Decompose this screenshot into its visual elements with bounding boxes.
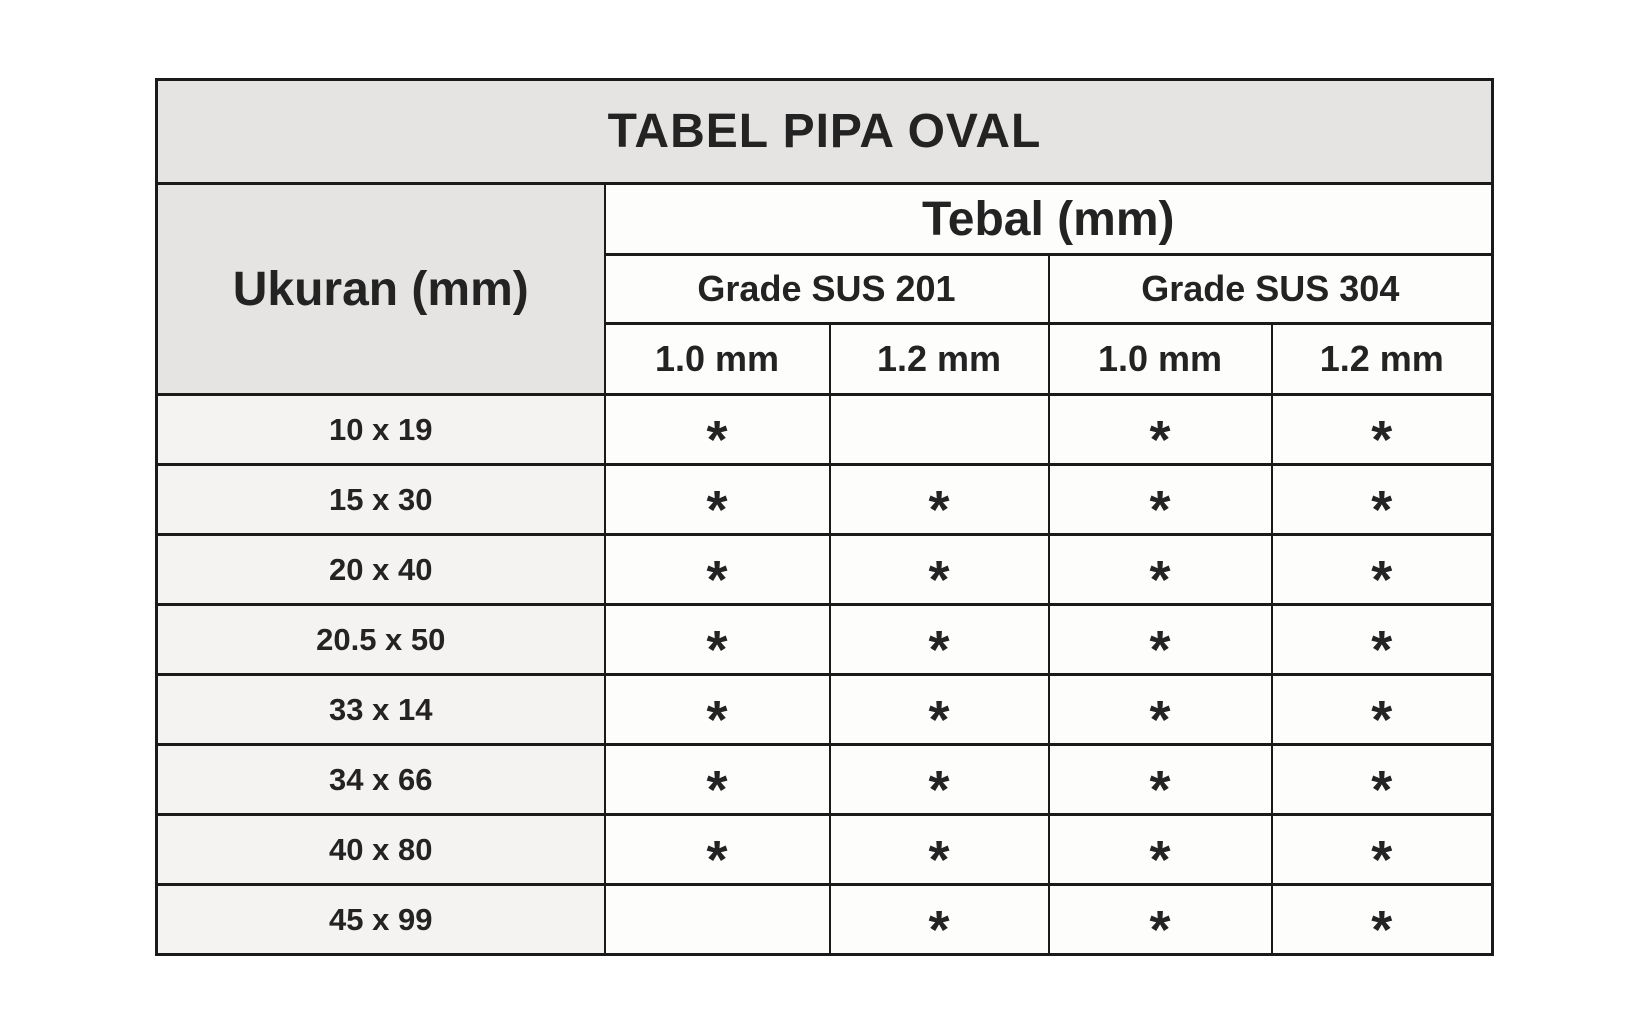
size-cell: 15 x 30 — [155, 463, 606, 536]
asterisk-mark: * — [928, 759, 950, 815]
mark-cell: * — [828, 533, 1050, 606]
asterisk-mark: * — [1371, 829, 1393, 885]
table-row: 10 x 19 * * * — [155, 393, 1494, 466]
table-row: 34 x 66 * * * * — [155, 743, 1494, 816]
mark-cell: * — [1270, 533, 1494, 606]
asterisk-mark: * — [928, 899, 950, 955]
mark-cell: * — [603, 743, 831, 816]
table-row: 45 x 99 * * * — [155, 883, 1494, 956]
mark-cell: * — [1270, 673, 1494, 746]
mark-cell: * — [1047, 673, 1273, 746]
col-group-header-tebal: Tebal (mm) — [603, 182, 1494, 256]
mark-cell: * — [1270, 603, 1494, 676]
mark-cell: * — [1047, 603, 1273, 676]
asterisk-mark: * — [1371, 479, 1393, 535]
mark-cell: * — [603, 533, 831, 606]
asterisk-mark: * — [1371, 619, 1393, 675]
mark-cell: * — [1270, 743, 1494, 816]
mark-cell: * — [603, 603, 831, 676]
asterisk-mark: * — [928, 689, 950, 745]
asterisk-mark: * — [706, 759, 728, 815]
mark-cell: * — [828, 883, 1050, 956]
mark-cell: * — [1047, 883, 1273, 956]
asterisk-mark: * — [706, 829, 728, 885]
title-row: TABEL PIPA OVAL — [155, 78, 1494, 185]
asterisk-mark: * — [706, 549, 728, 605]
mark-cell: * — [603, 393, 831, 466]
asterisk-mark: * — [1149, 479, 1171, 535]
mark-cell: * — [1047, 533, 1273, 606]
size-cell: 33 x 14 — [155, 673, 606, 746]
header-row-grades: Grade SUS 201 Grade SUS 304 — [157, 253, 1494, 325]
mark-cell: * — [603, 673, 831, 746]
asterisk-mark: * — [1371, 759, 1393, 815]
mark-cell: * — [828, 603, 1050, 676]
mark-cell — [828, 393, 1050, 466]
asterisk-mark: * — [1149, 549, 1171, 605]
asterisk-mark: * — [706, 689, 728, 745]
asterisk-mark: * — [1149, 409, 1171, 465]
mark-cell: * — [1270, 393, 1494, 466]
asterisk-mark: * — [706, 409, 728, 465]
size-cell: 20 x 40 — [155, 533, 606, 606]
asterisk-mark: * — [928, 549, 950, 605]
asterisk-mark: * — [1149, 829, 1171, 885]
mark-cell: * — [828, 813, 1050, 886]
asterisk-mark: * — [1149, 759, 1171, 815]
asterisk-mark: * — [1149, 689, 1171, 745]
mark-cell: * — [828, 673, 1050, 746]
mark-cell: * — [603, 463, 831, 536]
asterisk-mark: * — [1149, 899, 1171, 955]
asterisk-mark: * — [1371, 549, 1393, 605]
table-row: 15 x 30 * * * * — [155, 463, 1494, 536]
size-cell: 34 x 66 — [155, 743, 606, 816]
mark-cell: * — [1047, 743, 1273, 816]
asterisk-mark: * — [1371, 689, 1393, 745]
thickness-header-sus304-12: 1.2 mm — [1270, 322, 1494, 396]
mark-cell: * — [1270, 463, 1494, 536]
thickness-header-sus201-12: 1.2 mm — [828, 322, 1050, 396]
mark-cell: * — [603, 813, 831, 886]
asterisk-mark: * — [1371, 409, 1393, 465]
asterisk-mark: * — [706, 479, 728, 535]
asterisk-mark: * — [928, 479, 950, 535]
grade-header-sus-201: Grade SUS 201 — [603, 253, 1050, 325]
mark-cell: * — [1047, 393, 1273, 466]
mark-cell: * — [1270, 813, 1494, 886]
header-row-tebal: Ukuran (mm) Tebal (mm) — [155, 182, 1494, 396]
grade-header-sus-304: Grade SUS 304 — [1047, 253, 1494, 325]
row-header-ukuran: Ukuran (mm) — [155, 182, 606, 396]
size-cell: 45 x 99 — [155, 883, 606, 956]
asterisk-mark: * — [928, 829, 950, 885]
mark-cell — [603, 883, 831, 956]
mark-cell: * — [1270, 883, 1494, 956]
header-row-thickness: 1.0 mm 1.2 mm 1.0 mm 1.2 mm — [157, 322, 1494, 396]
asterisk-mark: * — [1371, 899, 1393, 955]
mark-cell: * — [1047, 463, 1273, 536]
table-title: TABEL PIPA OVAL — [155, 78, 1494, 185]
size-cell: 40 x 80 — [155, 813, 606, 886]
size-cell: 10 x 19 — [155, 393, 606, 466]
table-row: 20.5 x 50 * * * * — [155, 603, 1494, 676]
pipa-oval-table: TABEL PIPA OVAL Ukuran (mm) Tebal (mm) G… — [155, 78, 1495, 956]
mark-cell: * — [1047, 813, 1273, 886]
mark-cell: * — [828, 463, 1050, 536]
size-cell: 20.5 x 50 — [155, 603, 606, 676]
asterisk-mark: * — [706, 619, 728, 675]
asterisk-mark: * — [928, 619, 950, 675]
table-row: 40 x 80 * * * * — [155, 813, 1494, 886]
table-row: 33 x 14 * * * * — [155, 673, 1494, 746]
thickness-header-sus201-10: 1.0 mm — [603, 322, 831, 396]
asterisk-mark: * — [1149, 619, 1171, 675]
table-row: 20 x 40 * * * * — [155, 533, 1494, 606]
mark-cell: * — [828, 743, 1050, 816]
thickness-header-sus304-10: 1.0 mm — [1047, 322, 1273, 396]
